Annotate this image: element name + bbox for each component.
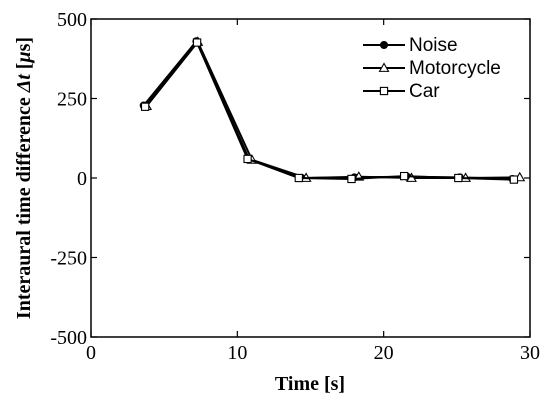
y-axis-title-symbol: Δt	[13, 73, 35, 94]
legend-marker-noise	[380, 41, 388, 49]
legend-label-car: Car	[409, 81, 440, 102]
y-axis: -500 -250 0 250 500	[50, 9, 530, 349]
legend-marker-motorcycle	[378, 62, 390, 72]
legend-marker-car	[379, 86, 389, 96]
x-axis-title: Time [s]	[275, 373, 345, 395]
data-point-car-6	[454, 173, 463, 183]
y-axis-title-main: Interaural time difference	[13, 92, 35, 319]
y-axis-title-mu: μ	[13, 51, 35, 63]
x-tick-label-3: 30	[520, 342, 540, 364]
legend-label-noise: Noise	[409, 35, 458, 56]
data-point-car-3	[294, 173, 303, 183]
data-point-car-7	[509, 175, 519, 184]
x-tick-label-2: 20	[374, 342, 394, 364]
y-tick-label-0: -500	[50, 327, 87, 349]
y-tick-label-1: -250	[50, 248, 87, 270]
y-axis-title-open: [	[13, 63, 35, 75]
legend-label-motorcycle: Motorcycle	[409, 58, 501, 79]
y-axis-title: Interaural time difference Δt [μs]	[13, 37, 35, 319]
x-axis: 0 10 20 30	[86, 19, 540, 364]
series-layer	[139, 36, 526, 184]
x-tick-label-1: 10	[227, 342, 247, 364]
y-tick-label-3: 250	[57, 89, 87, 111]
data-point-car-0	[140, 102, 150, 111]
x-tick-label-0: 0	[86, 342, 96, 364]
data-point-car-4	[347, 174, 356, 184]
data-point-motorcycle-5	[406, 172, 417, 182]
y-axis-title-rest: s]	[13, 37, 35, 51]
series-car	[140, 38, 519, 184]
series-line-car	[144, 40, 514, 181]
y-tick-label-2: 0	[77, 168, 87, 190]
y-tick-label-4: 500	[57, 9, 87, 31]
data-point-car-1	[192, 38, 202, 47]
data-point-car-5	[400, 171, 409, 181]
data-point-car-2	[243, 154, 252, 164]
